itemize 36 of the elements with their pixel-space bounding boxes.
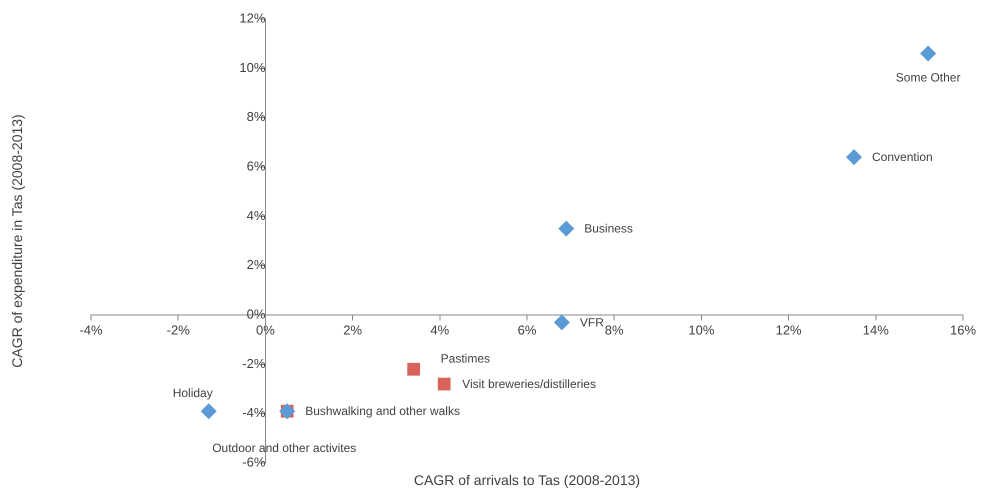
y-tick-label: 4% — [246, 208, 266, 223]
x-tick-label: 14% — [862, 322, 890, 338]
x-tick-label: 10% — [688, 322, 715, 338]
data-label: Bushwalking and other walks — [305, 404, 460, 418]
x-tick-label: 2% — [343, 322, 362, 338]
point — [920, 46, 936, 62]
x-tick-label: 16% — [950, 322, 976, 338]
point — [200, 403, 217, 420]
point — [846, 149, 862, 166]
point — [407, 362, 420, 376]
x-tick-label: 8% — [604, 322, 624, 338]
data-label: Holiday — [172, 386, 213, 400]
x-tick-label: 6% — [518, 322, 537, 338]
point — [554, 314, 570, 330]
y-tick-label: 6% — [246, 158, 266, 174]
x-tick-label: -2% — [166, 322, 190, 338]
data-label: Business — [584, 222, 633, 236]
x-tick-label: 12% — [776, 322, 802, 338]
y-tick-label: 12% — [239, 10, 266, 26]
y-axis-title: CAGR of expenditure in Tas (2008-2013) — [8, 114, 25, 368]
data-label: Convention — [872, 150, 933, 164]
point — [438, 378, 451, 390]
point — [558, 220, 574, 237]
x-tick-label: 4% — [430, 322, 450, 338]
y-tick-label: -6% — [242, 454, 266, 470]
data-label: Visit breweries/distilleries — [462, 377, 596, 392]
x-axis-title: CAGR of arrivals to Tas (2008-2013) — [414, 472, 640, 488]
data-label: Pastimes — [440, 351, 490, 366]
y-tick-label: 8% — [246, 109, 266, 124]
data-label: Some Other — [896, 70, 960, 85]
y-tick-label: -4% — [242, 405, 266, 420]
x-tick-label: -4% — [79, 322, 103, 338]
y-tick-label: 10% — [239, 60, 266, 75]
y-tick-label: 2% — [246, 257, 266, 272]
y-tick-label: -2% — [242, 356, 266, 371]
data-label: VFR — [580, 315, 604, 330]
